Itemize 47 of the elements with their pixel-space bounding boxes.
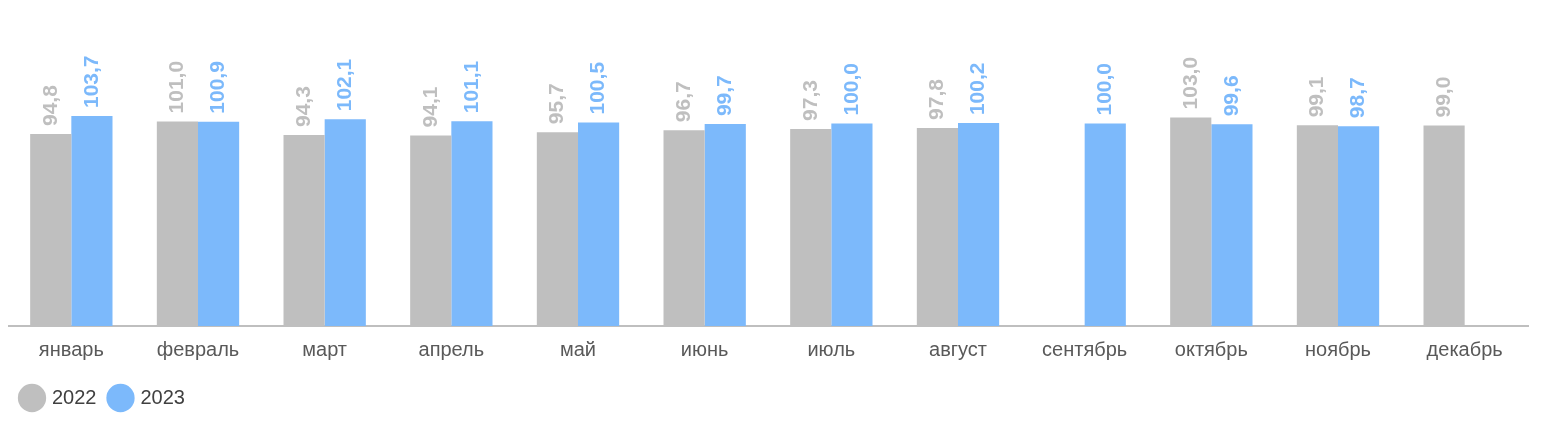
data-label: 97,3 [797,80,821,121]
x-tick-label: май [559,337,597,360]
legend-label: 2023 [140,385,185,408]
data-label: 103,0 [1177,56,1201,110]
x-tick-label: март [302,337,348,360]
bar [1338,126,1380,326]
bar [71,116,113,326]
data-label: 97,8 [924,78,948,120]
data-label: 94,1 [417,86,441,128]
bar [451,121,493,326]
data-label: 100,0 [838,62,862,116]
x-tick-label: ноябрь [1305,337,1371,360]
data-label: 102,1 [332,58,356,112]
x-tick-label: декабрь [1426,337,1503,360]
x-tick-label: январь [38,337,104,360]
bar [198,121,240,326]
x-tick-label: сентябрь [1042,337,1128,360]
data-label: 101,1 [458,60,482,114]
bar [1084,123,1126,326]
bar [1211,124,1253,326]
data-label: 100,5 [585,61,609,115]
data-label: 103,7 [78,55,102,109]
bar [831,123,873,326]
x-tick-label: август [929,337,987,360]
x-tick-label: октябрь [1174,337,1248,360]
data-label: 100,0 [1092,62,1116,116]
data-label: 99,6 [1218,75,1242,117]
data-label: 99,0 [1430,76,1454,118]
x-tick-label: июль [807,337,856,360]
data-label: 99,7 [712,75,736,117]
data-label: 94,8 [37,84,61,127]
data-label: 100,9 [205,61,229,114]
bar [578,122,620,326]
data-label: 96,7 [670,81,694,123]
legend-label: 2022 [52,385,97,408]
data-label: 101,0 [164,60,188,114]
data-label: 99,1 [1304,76,1328,118]
x-tick-label: февраль [156,337,240,360]
data-label: 98,7 [1345,77,1369,119]
data-label: 100,2 [965,62,989,116]
bar [704,124,746,326]
data-label: 94,3 [290,86,314,128]
bar [324,119,366,326]
x-tick-label: апрель [418,337,485,360]
bar [958,123,1000,326]
x-tick-label: июнь [680,337,729,360]
data-label: 95,7 [544,83,568,125]
